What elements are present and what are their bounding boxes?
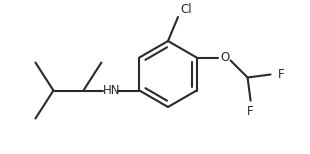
Text: HN: HN: [103, 84, 120, 97]
Text: Cl: Cl: [180, 2, 192, 16]
Text: F: F: [247, 105, 254, 118]
Text: O: O: [220, 51, 229, 64]
Text: F: F: [278, 68, 285, 81]
